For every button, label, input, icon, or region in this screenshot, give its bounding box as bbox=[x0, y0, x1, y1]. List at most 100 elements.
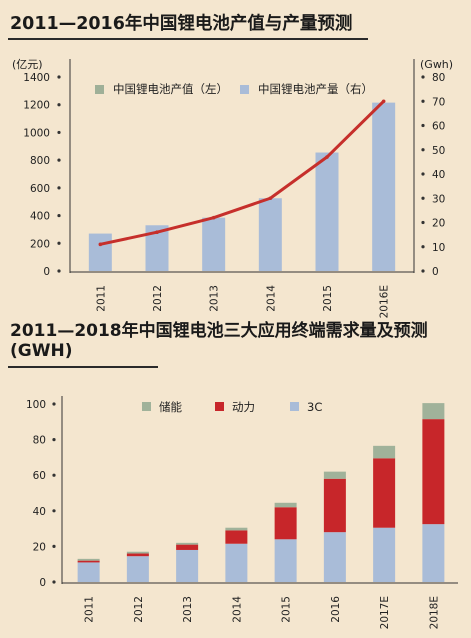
legend-swatch bbox=[142, 402, 151, 411]
bar-production bbox=[258, 198, 282, 271]
bar-segment-storage bbox=[274, 502, 297, 508]
x-tick-label: 2012 bbox=[152, 285, 164, 312]
legend-swatch bbox=[240, 85, 249, 94]
y-tick-left: 800 bbox=[30, 155, 50, 167]
bar-segment-storage bbox=[225, 527, 248, 531]
bottom-chart: 0 20 40 60 80 100 2011 2012 2013 2014 2015 2016 2017… bbox=[26, 396, 458, 629]
x-tick-label: 2018E bbox=[428, 596, 440, 629]
bar-segment-3c bbox=[77, 562, 100, 582]
line-point bbox=[211, 215, 216, 220]
y-tick-right-dot bbox=[421, 123, 425, 128]
bar-segment-3c bbox=[323, 532, 346, 582]
bar-segment-3c bbox=[274, 539, 297, 582]
x-tick-label: 2016 bbox=[330, 596, 342, 623]
y-tick-left-dot bbox=[57, 186, 61, 190]
bar-segment-power bbox=[126, 553, 149, 557]
x-tick-label: 2011 bbox=[84, 596, 96, 623]
y-tick: 60 bbox=[33, 470, 46, 482]
y-unit-left: (亿元) bbox=[12, 58, 43, 71]
y-tick-left: 1400 bbox=[23, 72, 50, 84]
y-tick: 80 bbox=[33, 435, 46, 447]
y-tick-dot bbox=[52, 402, 56, 406]
y-tick: 20 bbox=[33, 541, 46, 553]
bar-segment-power bbox=[373, 458, 396, 528]
series-line-output-value bbox=[100, 100, 385, 246]
bar-segment-3c bbox=[126, 556, 149, 582]
legend-label: 中国锂电池产值（左） bbox=[113, 82, 228, 96]
x-tick-label: 2014 bbox=[231, 596, 243, 623]
x-tick-label: 2012 bbox=[133, 596, 145, 623]
y-tick-right: 10 bbox=[432, 242, 445, 254]
y-tick-right: 30 bbox=[432, 193, 445, 205]
line-point bbox=[381, 99, 386, 104]
y-tick-right-dot bbox=[421, 99, 425, 103]
bar-segment-storage bbox=[323, 471, 346, 479]
legend-swatch bbox=[215, 402, 224, 411]
x-tick-label: 2016E bbox=[379, 285, 391, 318]
y-tick-right-dot bbox=[421, 148, 425, 152]
bar-segment-power bbox=[422, 419, 445, 525]
y-tick-dot bbox=[52, 473, 56, 477]
bar-production bbox=[315, 152, 339, 271]
y-tick: 100 bbox=[26, 399, 46, 411]
y-tick-right-dot bbox=[421, 245, 425, 249]
bar-production bbox=[372, 102, 396, 271]
y-tick-left-dot bbox=[57, 75, 61, 79]
bar-segment-storage bbox=[373, 445, 396, 459]
bar-segment-power bbox=[274, 507, 297, 540]
top-title-underline bbox=[8, 38, 368, 40]
bar-segment-power bbox=[323, 478, 346, 533]
y-tick-left: 1200 bbox=[23, 100, 50, 112]
y-tick: 0 bbox=[39, 577, 46, 589]
x-tick-label: 2011 bbox=[95, 285, 107, 312]
y-tick-left: 0 bbox=[43, 266, 50, 278]
y-tick-left: 200 bbox=[30, 238, 50, 250]
y-tick-left-dot bbox=[57, 103, 61, 107]
y-unit-right: (Gwh) bbox=[420, 58, 453, 71]
y-tick-right: 40 bbox=[432, 169, 445, 181]
legend-label: 动力 bbox=[232, 400, 255, 414]
y-tick-right-dot bbox=[421, 75, 425, 79]
bar-production bbox=[202, 217, 226, 271]
bar-segment-power bbox=[225, 530, 248, 544]
y-tick-right: 0 bbox=[432, 266, 439, 278]
y-tick-right-dot bbox=[421, 196, 425, 200]
bar-segment-power bbox=[77, 560, 100, 563]
y-tick-right: 60 bbox=[432, 121, 445, 133]
top-chart: (亿元) (Gwh) 0 200 400 600 800 1000 1200 1400 0 10 20 3… bbox=[12, 58, 453, 318]
y-tick-left-dot bbox=[57, 158, 61, 162]
line-point bbox=[155, 230, 159, 234]
y-tick-dot bbox=[52, 580, 56, 584]
y-tick: 40 bbox=[33, 506, 46, 518]
y-tick-left: 600 bbox=[30, 183, 50, 195]
y-tick-right-dot bbox=[421, 220, 425, 225]
bar-segment-3c bbox=[373, 527, 396, 582]
y-tick-left-dot bbox=[57, 130, 61, 135]
x-tick-label: 2013 bbox=[182, 596, 194, 623]
y-tick-dot bbox=[52, 544, 56, 548]
bar-segment-storage bbox=[176, 542, 199, 545]
line-point bbox=[98, 242, 103, 247]
bar-segment-3c bbox=[225, 543, 248, 582]
y-tick-left-dot bbox=[57, 269, 61, 273]
y-tick-left-dot bbox=[57, 213, 61, 218]
bar-segment-storage bbox=[422, 403, 445, 420]
y-tick-right-dot bbox=[421, 172, 425, 176]
legend-swatch bbox=[290, 402, 299, 411]
bottom-chart-title: 2011—2018年中国锂电池三大应用终端需求量及预测(GWH) bbox=[10, 321, 428, 361]
x-tick-label: 2015 bbox=[281, 596, 293, 623]
y-tick-dot bbox=[52, 509, 56, 513]
bar-segment-3c bbox=[422, 524, 445, 582]
x-tick-label: 2017E bbox=[379, 596, 391, 629]
top-chart-title: 2011—2016年中国锂电池产值与产量预测 bbox=[10, 14, 353, 34]
y-tick-left-dot bbox=[57, 241, 61, 245]
y-tick-right: 80 bbox=[432, 72, 445, 84]
bar-segment-power bbox=[176, 544, 199, 550]
y-tick-right: 20 bbox=[432, 218, 445, 230]
y-tick-left: 400 bbox=[30, 211, 50, 223]
x-tick-label: 2013 bbox=[209, 285, 221, 312]
y-tick-right-dot bbox=[421, 269, 425, 273]
bar-segment-storage bbox=[126, 551, 149, 554]
bar-segment-3c bbox=[176, 549, 199, 582]
x-tick-label: 2014 bbox=[265, 285, 277, 312]
